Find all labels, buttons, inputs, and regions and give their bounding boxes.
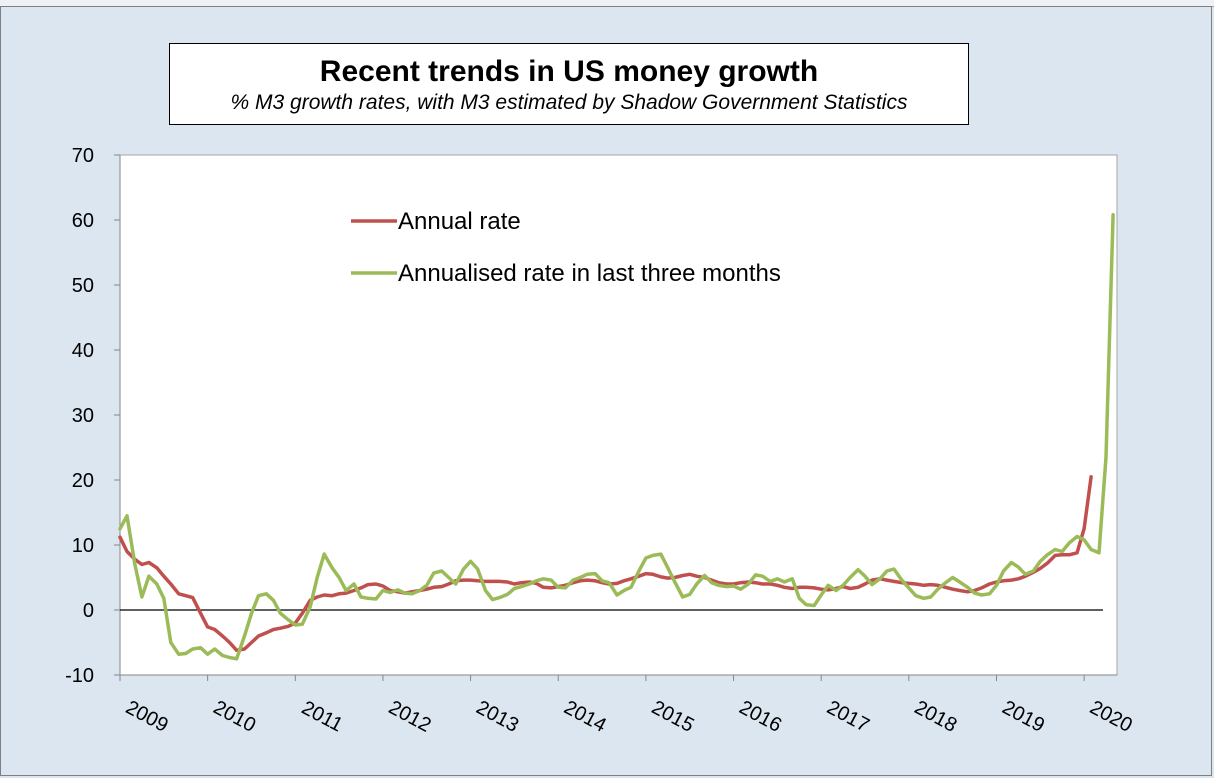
y-tick-label: 10 (72, 535, 94, 557)
series-line-annualised-three-month-rate (118, 213, 1115, 661)
x-tick-label: 2017 (823, 697, 873, 737)
y-tick-label: 70 (72, 145, 94, 167)
legend-label: Annualised rate in last three months (398, 260, 781, 287)
y-tick-label: -10 (65, 665, 94, 687)
x-tick-label: 2018 (911, 697, 961, 737)
chart-title: Recent trends in US money growth (319, 55, 819, 88)
y-tick-label: 50 (72, 275, 94, 297)
x-tick-label: 2015 (648, 697, 698, 737)
y-axis: -10 0 10 20 30 40 50 60 70 (65, 145, 121, 687)
chart-area[interactable] (0, 6, 1212, 776)
x-tick-label: 2014 (560, 697, 610, 737)
x-tick-label: 2016 (736, 697, 786, 737)
y-tick-label: 60 (72, 210, 94, 232)
x-axis: 2009 2010 2011 2012 2013 2014 2015 2016 2017 2018… (119, 674, 1136, 737)
legend: Annual rate Annualised rate in last three… (351, 208, 781, 287)
x-tick-label: 2019 (998, 697, 1048, 737)
x-tick-label: 2012 (385, 697, 435, 737)
x-tick-label: 2009 (122, 697, 172, 737)
legend-label: Annual rate (398, 208, 521, 235)
y-tick-label: 30 (72, 405, 94, 427)
chart-title-box: Recent trends in US money growth % M3 gr… (169, 43, 969, 125)
y-tick-label: 40 (72, 340, 94, 362)
x-tick-label: 2010 (210, 697, 260, 737)
x-tick-label: 2011 (298, 697, 346, 737)
x-tick-label: 2020 (1086, 697, 1136, 737)
x-tick-label: 2013 (473, 697, 523, 737)
y-tick-label: 0 (83, 600, 94, 622)
series-layer (118, 213, 1115, 661)
y-tick-label: 20 (72, 470, 94, 492)
chart-subtitle: % M3 growth rates, with M3 estimated by … (230, 91, 908, 114)
